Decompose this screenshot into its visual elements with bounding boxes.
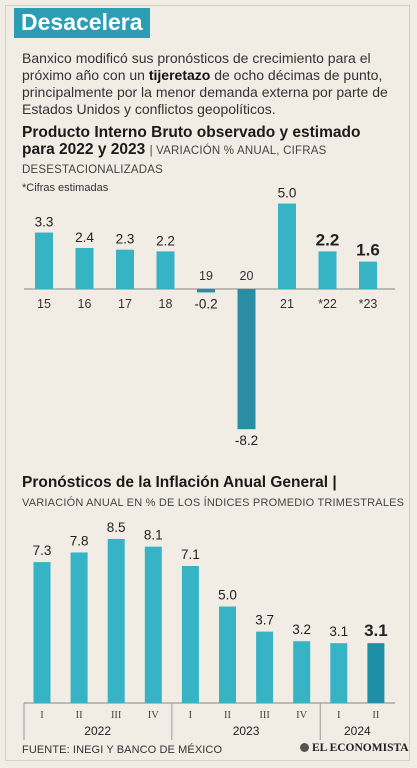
inflation-bar <box>181 565 199 703</box>
inflation-value-label: 3.1 <box>364 621 388 640</box>
inflation-bar <box>367 643 385 703</box>
gdp-chart-note: *Cifras estimadas <box>22 182 109 194</box>
intro-text-bold: tijeretazo <box>148 67 211 83</box>
inflation-bar <box>70 552 88 703</box>
inflation-value-label: 3.2 <box>292 622 311 637</box>
inflation-value-label: 3.1 <box>329 624 348 639</box>
inflation-bar <box>33 562 51 703</box>
inflation-x-tick: I <box>189 710 193 721</box>
gdp-bar <box>156 251 175 289</box>
inflation-x-tick: III <box>259 710 270 721</box>
gdp-x-tick: 20 <box>240 269 254 283</box>
gdp-value-label: 2.2 <box>156 233 175 248</box>
gdp-bar <box>237 289 256 430</box>
gdp-x-tick: 18 <box>159 297 173 311</box>
gdp-x-tick: 19 <box>199 269 213 283</box>
gdp-x-tick: 16 <box>78 297 92 311</box>
inflation-bar <box>330 643 348 703</box>
headline: Desacelera <box>14 8 150 38</box>
gdp-value-label: 2.4 <box>75 230 94 245</box>
source-note: FUENTE: INEGI Y BANCO DE MÉXICO <box>22 744 223 756</box>
inflation-value-label: 3.7 <box>255 613 274 628</box>
gdp-bar <box>278 203 296 289</box>
gdp-value-label: 3.3 <box>35 215 54 230</box>
gdp-chart-subtitle: | VARIACIÓN % ANUAL, CIFRAS DESESTACIONA… <box>22 145 327 176</box>
gdp-bar <box>116 249 134 289</box>
gdp-bar <box>75 247 94 289</box>
gdp-x-tick: 17 <box>118 297 132 311</box>
inflation-value-label: 8.1 <box>144 528 163 543</box>
inflation-bar <box>144 546 162 703</box>
inflation-bar <box>293 641 311 703</box>
inflation-x-tick: I <box>40 710 44 721</box>
intro-text-end: de ocho décimas de punto, principalmente… <box>22 67 388 117</box>
inflation-x-tick: II <box>224 710 231 721</box>
gdp-x-tick: 15 <box>37 297 51 311</box>
inflation-value-label: 5.0 <box>218 588 237 603</box>
gdp-value-label: 2.3 <box>116 232 135 247</box>
inflation-bar <box>256 631 274 703</box>
inflation-value-label: 8.5 <box>107 520 126 535</box>
gdp-bar <box>359 261 377 289</box>
inflation-year-label: 2023 <box>233 724 260 738</box>
gdp-x-tick: *22 <box>318 297 337 311</box>
gdp-chart-title: Producto Interno Bruto observado y estim… <box>22 124 392 179</box>
inflation-x-tick: I <box>337 710 341 721</box>
intro-text-start: Banxico modificó sus pronósticos de crec… <box>22 50 371 83</box>
inflation-value-label: 7.8 <box>70 533 89 548</box>
inflation-value-label: 7.3 <box>33 543 52 558</box>
brand-logo-icon <box>300 743 309 752</box>
gdp-value-label: 2.2 <box>316 230 340 249</box>
infographic-frame <box>5 5 410 761</box>
brand-logo: EL ECONOMISTA <box>300 742 409 754</box>
inflation-x-tick: II <box>76 710 83 721</box>
inflation-year-label: 2024 <box>344 724 371 738</box>
inflation-bar <box>107 538 125 703</box>
gdp-bar <box>197 289 215 293</box>
gdp-value-label: 1.6 <box>356 241 380 260</box>
gdp-x-tick: 21 <box>280 297 294 311</box>
inflation-x-tick: III <box>111 710 122 721</box>
gdp-bar <box>35 232 53 289</box>
inflation-x-tick: IV <box>296 710 307 721</box>
inflation-chart-title: Pronósticos de la Inflación Anual Genera… <box>22 474 337 491</box>
gdp-value-label: 5.0 <box>278 186 297 201</box>
gdp-chart-title-text: Producto Interno Bruto observado y estim… <box>22 124 361 158</box>
gdp-value-label: -0.2 <box>194 296 217 311</box>
intro-text: Banxico modificó sus pronósticos de crec… <box>22 50 410 118</box>
inflation-x-tick: IV <box>148 710 159 721</box>
inflation-year-label: 2022 <box>84 724 111 738</box>
inflation-chart-subtitle: VARIACIÓN ANUAL EN % DE LOS ÍNDICES PROM… <box>22 497 405 509</box>
inflation-value-label: 7.1 <box>181 547 200 562</box>
gdp-value-label: -8.2 <box>235 433 258 448</box>
gdp-x-tick: *23 <box>359 297 378 311</box>
inflation-x-tick: II <box>372 710 379 721</box>
gdp-bar <box>318 251 337 289</box>
inflation-bar <box>219 606 236 703</box>
